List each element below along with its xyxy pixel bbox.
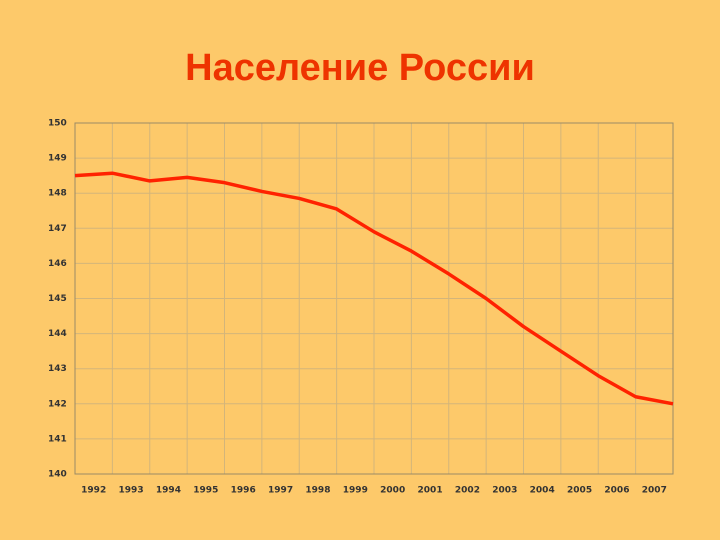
y-tick-label: 142: [48, 399, 67, 409]
x-tick-label: 2002: [455, 486, 480, 496]
data-line: [74, 171, 674, 406]
x-tick-label: 2005: [567, 486, 592, 496]
chart-title: Население России: [185, 47, 535, 89]
x-tick-label: 2007: [642, 486, 667, 496]
x-tick-label: 1995: [193, 486, 218, 496]
y-tick-label: 148: [48, 189, 67, 199]
x-tick-label: 2001: [418, 486, 443, 496]
x-tick-label: 1992: [81, 486, 106, 496]
y-tick-label: 141: [48, 434, 67, 444]
x-tick-label: 2000: [380, 486, 405, 496]
y-tick-label: 143: [48, 364, 67, 374]
y-tick-label: 140: [48, 470, 67, 480]
y-tick-label: 150: [48, 119, 67, 129]
y-tick-label: 149: [48, 154, 67, 164]
x-tick-label: 1994: [156, 486, 181, 496]
x-tick-label: 1998: [305, 486, 330, 496]
x-tick-label: 2004: [530, 486, 555, 496]
y-tick-label: 147: [48, 224, 67, 234]
x-tick-label: 1993: [119, 486, 144, 496]
x-tick-label: 2003: [492, 486, 517, 496]
y-tick-label: 146: [48, 259, 67, 269]
y-tick-label: 144: [48, 329, 67, 339]
x-tick-label: 1996: [231, 486, 256, 496]
y-tick-label: 145: [48, 294, 67, 304]
x-tick-label: 1999: [343, 486, 368, 496]
plot-border: [74, 122, 674, 475]
x-tick-label: 2006: [604, 486, 629, 496]
x-tick-label: 1997: [268, 486, 293, 496]
